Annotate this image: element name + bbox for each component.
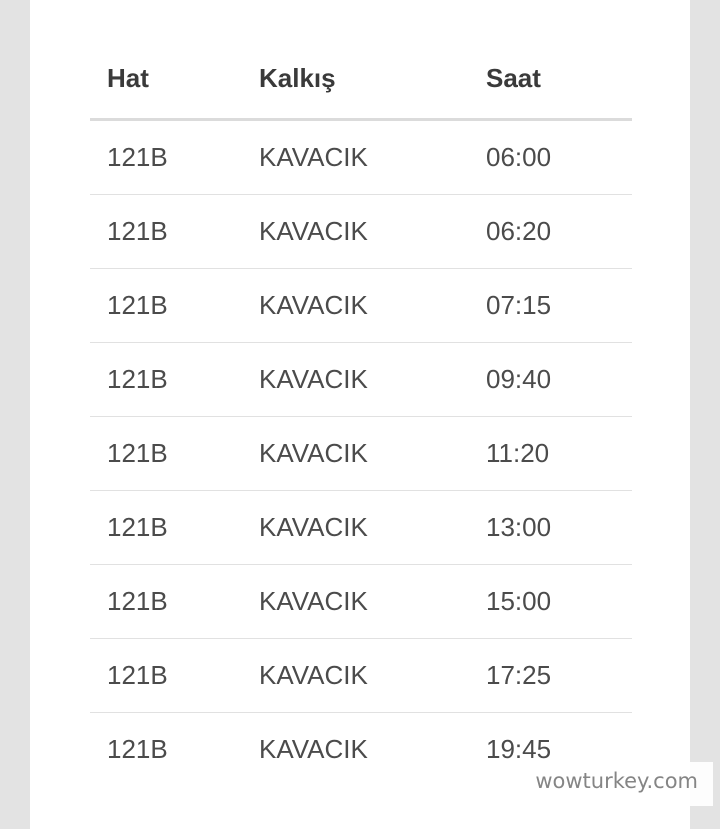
cell-hat: 121B [107,512,168,542]
cell-hat: 121B [107,364,168,394]
table-header-row: Hat Kalkış Saat [90,0,632,121]
cell-saat: 06:00 [486,142,552,172]
cell-hat: 121B [107,142,168,172]
cell-saat: 19:45 [486,734,552,764]
cell-hat: 121B [107,438,168,468]
table-row: 121B KAVACIK 07:15 [90,269,632,343]
cell-saat: 06:20 [486,216,552,246]
column-header-hat: Hat [107,63,149,93]
cell-saat: 07:15 [486,290,552,320]
content-area: Hat Kalkış Saat 121B KAVACIK 06:00 121B … [30,0,690,829]
cell-hat: 121B [107,734,168,764]
column-header-saat: Saat [486,63,541,93]
cell-hat: 121B [107,586,168,616]
cell-saat: 13:00 [486,512,552,542]
cell-kalkis: KAVACIK [259,290,368,320]
table-row: 121B KAVACIK 13:00 [90,491,632,565]
cell-kalkis: KAVACIK [259,364,368,394]
cell-saat: 09:40 [486,364,552,394]
cell-saat: 11:20 [486,438,550,468]
cell-hat: 121B [107,660,168,690]
table-row: 121B KAVACIK 15:00 [90,565,632,639]
cell-kalkis: KAVACIK [259,734,368,764]
cell-hat: 121B [107,216,168,246]
cell-hat: 121B [107,290,168,320]
table-row: 121B KAVACIK 06:20 [90,195,632,269]
cell-saat: 15:00 [486,586,552,616]
cell-saat: 17:25 [486,660,552,690]
table-row: 121B KAVACIK 09:40 [90,343,632,417]
cell-kalkis: KAVACIK [259,660,368,690]
cell-kalkis: KAVACIK [259,512,368,542]
table-row: 121B KAVACIK 17:25 [90,639,632,713]
cell-kalkis: KAVACIK [259,586,368,616]
cell-kalkis: KAVACIK [259,216,368,246]
table-row: 121B KAVACIK 11:20 [90,417,632,491]
table-row: 121B KAVACIK 06:00 [90,121,632,195]
watermark: wowturkey.com [517,762,713,806]
column-header-kalkis: Kalkış [259,63,336,93]
cell-kalkis: KAVACIK [259,438,368,468]
cell-kalkis: KAVACIK [259,142,368,172]
table-row: 121B KAVACIK 19:45 [90,713,632,786]
table-body: 121B KAVACIK 06:00 121B KAVACIK 06:20 12… [90,121,632,786]
bus-schedule-table: Hat Kalkış Saat 121B KAVACIK 06:00 121B … [90,0,632,786]
